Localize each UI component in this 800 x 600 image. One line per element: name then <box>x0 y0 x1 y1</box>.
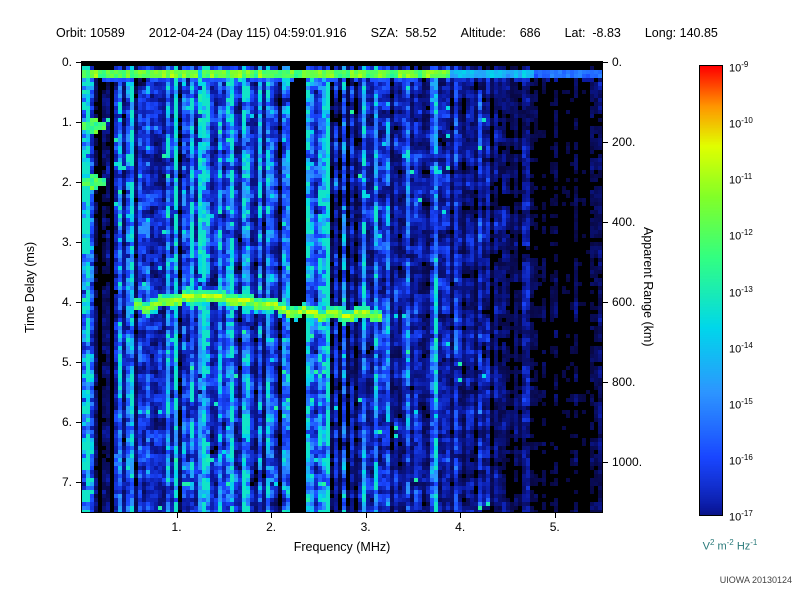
y-right-tick-mark <box>603 62 608 63</box>
x-tick-label: 3. <box>360 520 371 534</box>
colorbar-tick-label: 10-17 <box>729 509 753 524</box>
y-right-tick-label: 600. <box>612 295 636 309</box>
x-tick-label: 2. <box>266 520 277 534</box>
colorbar-tick-label: 10-13 <box>729 284 753 300</box>
y-right-tick-label: 800. <box>612 375 636 389</box>
x-tick-mark <box>554 513 556 518</box>
colorbar-tick-label: 10-16 <box>729 452 753 468</box>
y-right-tick-mark <box>603 142 608 143</box>
header-orbit: Orbit: 10589 <box>56 26 125 40</box>
y-left-tick-label: 1. <box>61 115 72 129</box>
y-left-tick-mark <box>76 182 81 183</box>
header-longitude: Long: 140.85 <box>644 26 718 40</box>
colorbar-tick-label: 10-10 <box>729 116 753 131</box>
y-right-tick-label: 0. <box>612 55 623 69</box>
colorbar-tick-label: 10-14 <box>729 340 753 356</box>
y-axis-label-time-delay: Time Delay (ms) <box>23 241 37 333</box>
y-left-tick-mark <box>76 482 81 483</box>
credit-text: UIOWA 20130124 <box>719 575 792 585</box>
header-sza: SZA: 58.52 <box>370 26 437 40</box>
colorbar-tick-label: 10-15 <box>729 396 753 412</box>
y-axis-label-apparent-range: Apparent Range (km) <box>641 227 655 347</box>
header-datetime: 2012-04-24 (Day 115) 04:59:01.916 <box>148 26 347 40</box>
colorbar-canvas <box>700 66 722 515</box>
x-tick-label: 5. <box>549 520 560 534</box>
colorbar-tick-label: 10-9 <box>729 60 749 75</box>
x-tick-mark <box>271 513 273 518</box>
header-altitude: Altitude: 686 <box>460 26 541 40</box>
y-left-tick-label: 0. <box>61 55 72 69</box>
y-left-tick-mark <box>76 62 81 63</box>
x-axis-label-frequency: Frequency (MHz) <box>293 540 391 554</box>
y-right-tick-mark <box>603 462 608 463</box>
y-left-tick-mark <box>76 242 81 243</box>
x-tick-mark <box>460 513 462 518</box>
y-left-tick-label: 4. <box>61 295 72 309</box>
y-left-tick-label: 3. <box>61 235 72 249</box>
y-right-tick-mark <box>603 302 608 303</box>
x-tick-mark <box>365 513 367 518</box>
x-tick-mark <box>176 513 178 518</box>
y-right-tick-mark <box>603 382 608 383</box>
x-tick-label: 1. <box>171 520 182 534</box>
y-right-tick-mark <box>603 222 608 223</box>
y-right-tick-label: 200. <box>612 135 636 149</box>
header-status-line: Orbit: 10589 2012-04-24 (Day 115) 04:59:… <box>56 26 718 40</box>
y-left-tick-label: 5. <box>61 355 72 369</box>
spectrogram-plot-area <box>81 61 603 513</box>
colorbar <box>699 65 723 516</box>
y-right-tick-label: 400. <box>612 215 636 229</box>
y-left-tick-mark <box>76 302 81 303</box>
colorbar-tick-label: 10-12 <box>729 228 753 244</box>
y-left-tick-label: 6. <box>61 415 72 429</box>
x-tick-label: 4. <box>455 520 466 534</box>
spectrogram-canvas <box>82 62 602 512</box>
y-left-tick-label: 7. <box>61 475 72 489</box>
y-left-tick-label: 2. <box>61 175 72 189</box>
colorbar-tick-label: 10-11 <box>729 172 753 187</box>
y-left-tick-mark <box>76 422 81 423</box>
colorbar-unit-label: V2 m-2 Hz-1 <box>702 538 758 553</box>
y-right-tick-label: 1000. <box>612 455 643 469</box>
header-latitude: Lat: -8.83 <box>564 26 621 40</box>
y-left-tick-mark <box>76 362 81 363</box>
y-left-tick-mark <box>76 122 81 123</box>
